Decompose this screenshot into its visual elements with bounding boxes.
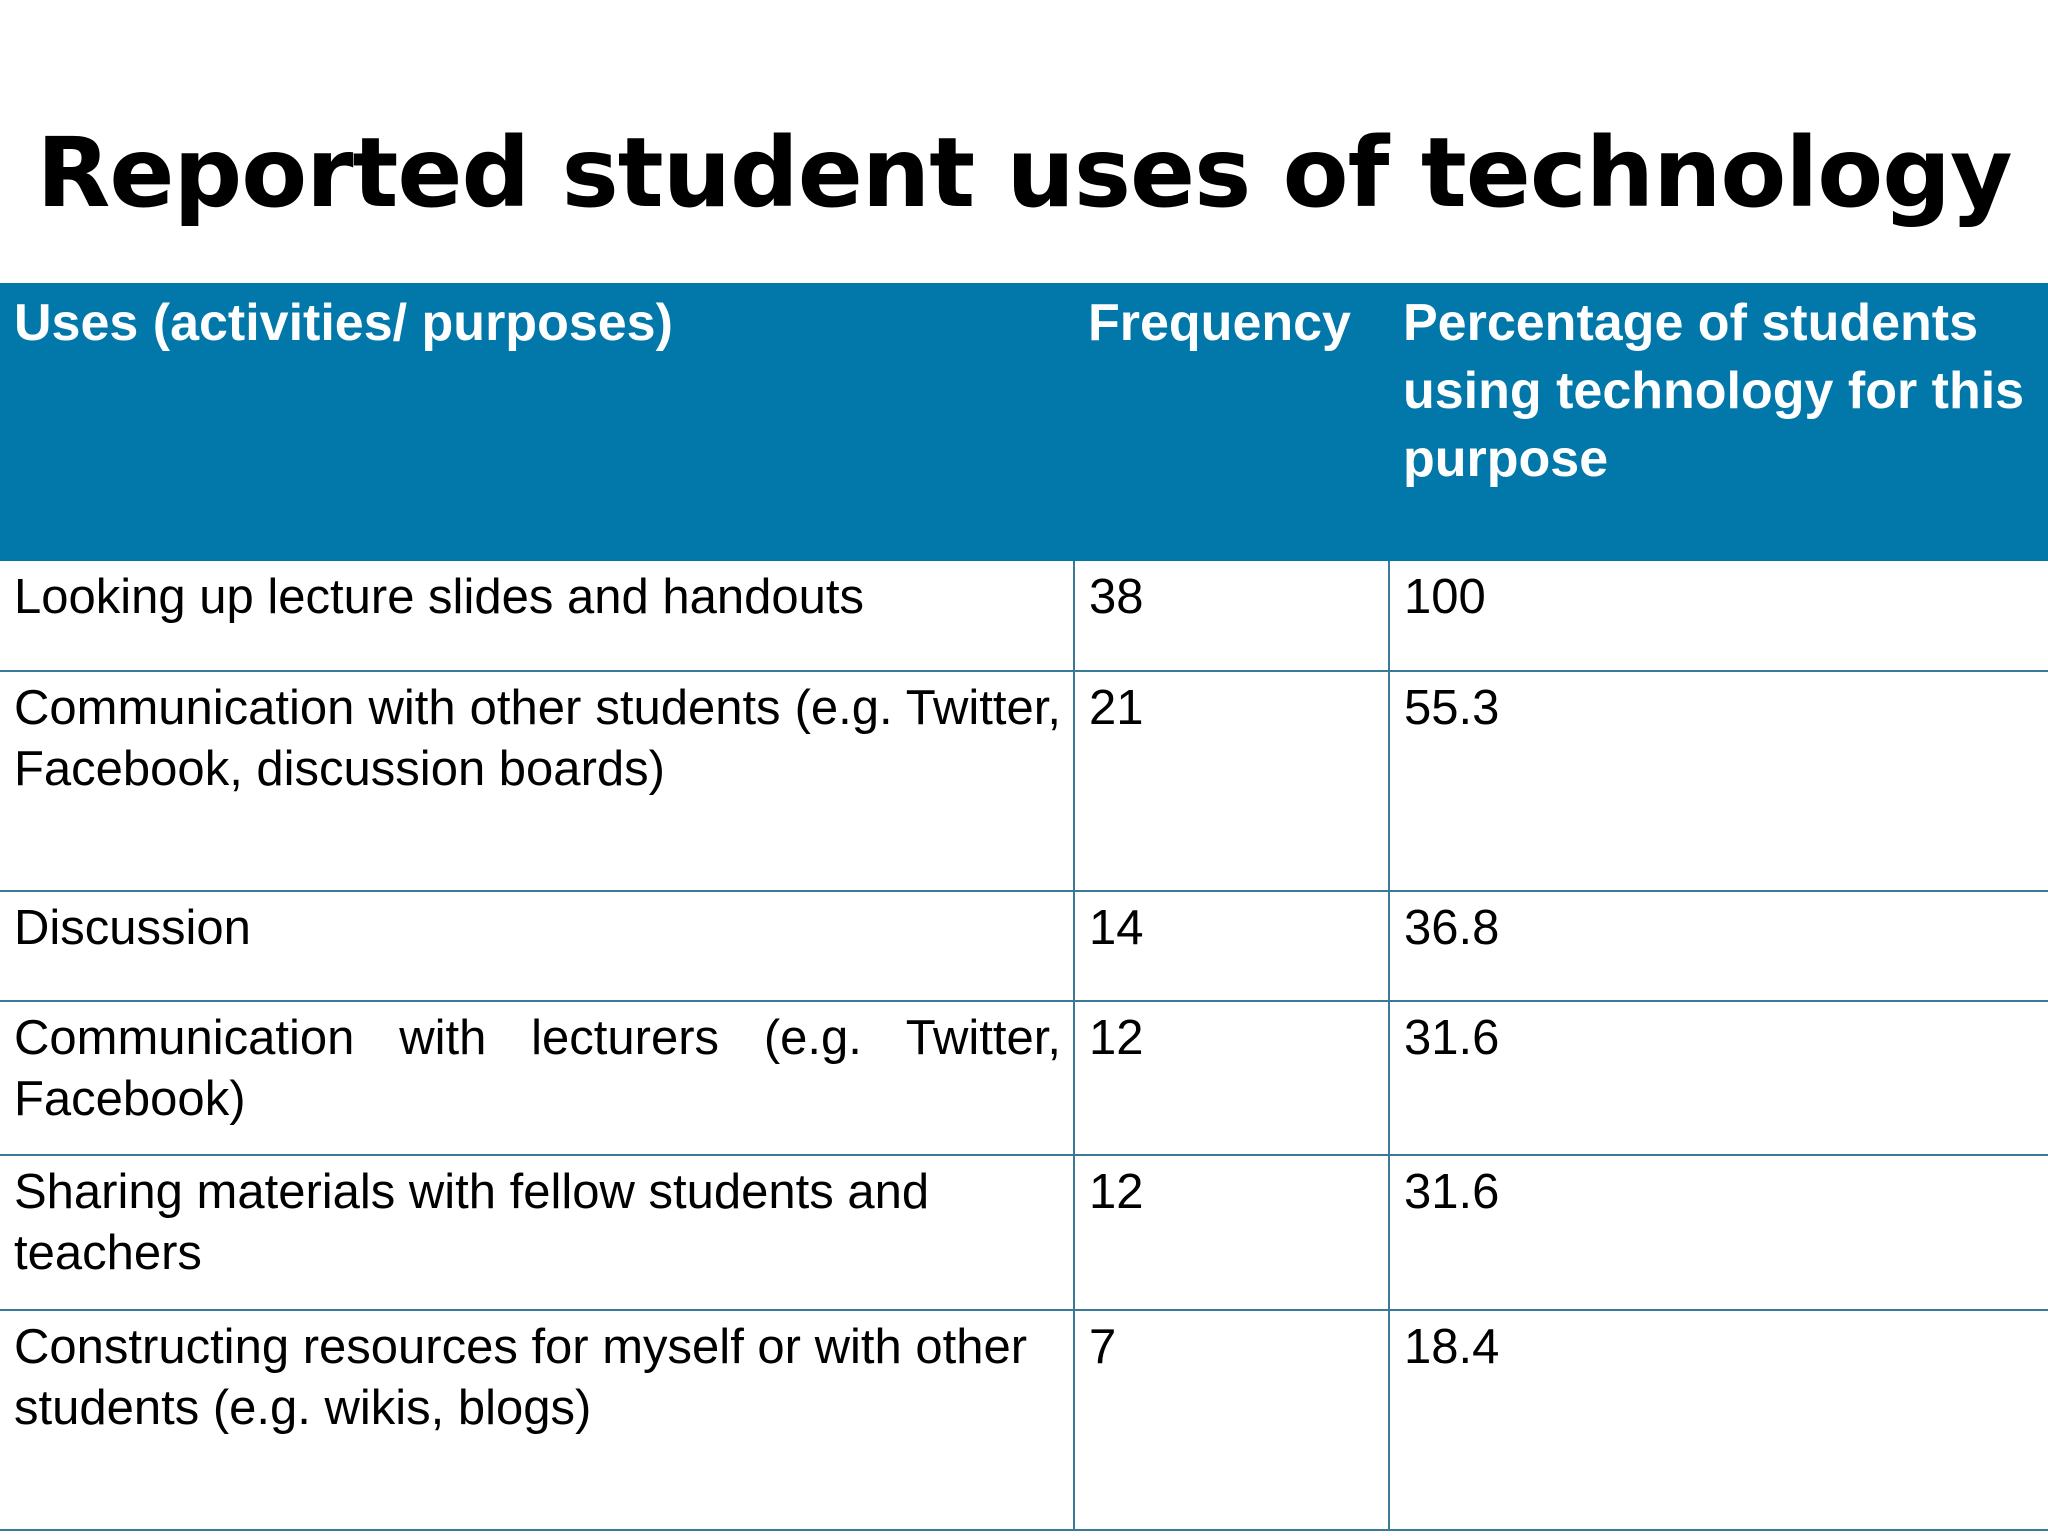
slide-title: Reported student uses of technology [36, 117, 2012, 229]
cell-percentage: 55.3 [1388, 670, 2048, 892]
uses-table-container: Uses (activities/ purposes) Frequency Pe… [0, 283, 2048, 1536]
cell-frequency: 21 [1073, 670, 1390, 892]
cell-percentage: 36.8 [1388, 890, 2048, 1002]
cell-percentage: 31.6 [1388, 1000, 2048, 1156]
table-row: Discussion 14 36.8 [0, 890, 2048, 1002]
cell-use: Constructing resources for myself or wit… [0, 1309, 1075, 1531]
cell-use: Communication with other students (e.g. … [0, 670, 1075, 892]
header-frequency: Frequency [1074, 283, 1389, 561]
table-row: Constructing resources for myself or wit… [0, 1309, 2048, 1531]
cell-percentage: 18.4 [1388, 1309, 2048, 1531]
table-row: Communication with lecturers (e.g. Twitt… [0, 1000, 2048, 1156]
cell-use: Communication with lecturers (e.g. Twitt… [0, 1000, 1075, 1156]
table-row: Looking up lecture slides and handouts 3… [0, 561, 2048, 672]
uses-table: Uses (activities/ purposes) Frequency Pe… [0, 283, 2048, 1531]
header-percentage: Percentage of students using technology … [1389, 283, 2048, 561]
table-header-row: Uses (activities/ purposes) Frequency Pe… [0, 283, 2048, 561]
cell-frequency: 12 [1073, 1000, 1390, 1156]
table-row: Communication with other students (e.g. … [0, 670, 2048, 892]
table-row: Sharing materials with fellow students a… [0, 1154, 2048, 1311]
cell-use: Discussion [0, 890, 1075, 1002]
cell-frequency: 7 [1073, 1309, 1390, 1531]
cell-frequency: 38 [1073, 561, 1390, 672]
cell-use: Looking up lecture slides and handouts [0, 561, 1075, 672]
cell-percentage: 31.6 [1388, 1154, 2048, 1311]
cell-percentage: 100 [1388, 561, 2048, 672]
cell-use: Sharing materials with fellow students a… [0, 1154, 1075, 1311]
header-uses: Uses (activities/ purposes) [0, 283, 1074, 561]
cell-frequency: 12 [1073, 1154, 1390, 1311]
cell-frequency: 14 [1073, 890, 1390, 1002]
